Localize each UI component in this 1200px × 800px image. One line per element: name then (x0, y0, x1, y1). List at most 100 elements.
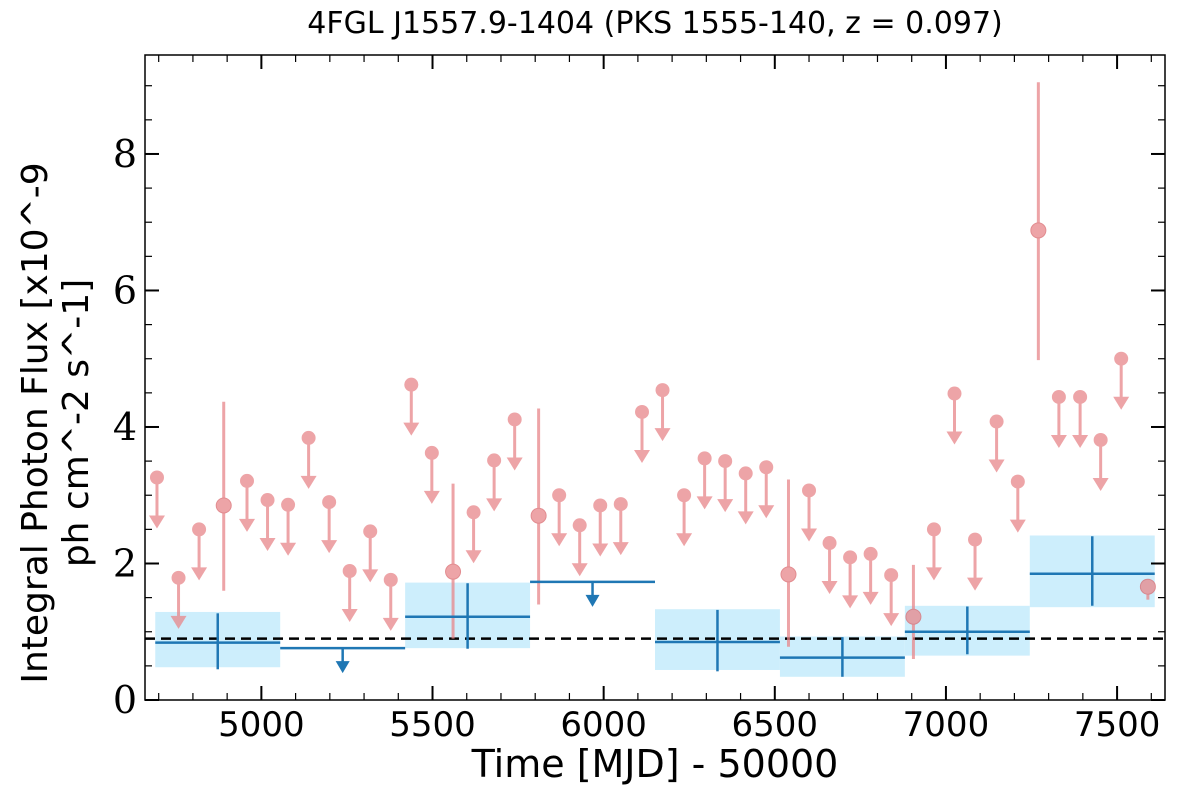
short-bin-upper-limit (862, 546, 879, 605)
y-tick-label: 8 (113, 132, 137, 176)
chart-title-text: 4FGL J1557.9-1404 (PKS 1555-140, z = 0.0… (307, 6, 1003, 41)
upper-limit-arrowhead (1072, 434, 1089, 448)
upper-limit-marker (342, 564, 357, 578)
short-bin-upper-limit (654, 383, 671, 442)
short-bin-upper-limit (341, 564, 358, 622)
upper-limit-marker (281, 497, 296, 512)
upper-limit-arrowhead (148, 515, 165, 529)
detection-marker (530, 507, 547, 524)
x-tick-label: 6000 (560, 705, 647, 745)
short-bin-upper-limit (988, 414, 1005, 473)
plot-frame (144, 54, 1166, 701)
short-bin-upper-limit (506, 412, 523, 471)
short-bin-upper-limit (842, 550, 859, 609)
short-bin-upper-limit (300, 430, 317, 489)
short-bin-detection (530, 408, 547, 605)
upper-limit-arrowhead (191, 567, 208, 581)
short-bin-upper-limit (737, 466, 754, 525)
upper-limit-arrowhead (423, 490, 440, 504)
detection-marker (445, 563, 462, 580)
short-bin-upper-limit (280, 497, 297, 556)
short-bin-upper-limit (1009, 474, 1026, 533)
short-bin-upper-limit (551, 488, 568, 547)
long-bin-series (155, 536, 1155, 677)
upper-limit-arrowhead (321, 540, 338, 554)
upper-limit-marker (677, 488, 692, 503)
short-bin-upper-limit (1072, 389, 1089, 448)
upper-limit-marker (989, 414, 1004, 429)
upper-limit-arrowhead (925, 567, 942, 581)
long-bin-ul-arrowhead (335, 661, 350, 674)
short-bin-detection (780, 479, 797, 647)
upper-limit-marker (1010, 474, 1025, 489)
short-bin-upper-limit (170, 570, 187, 629)
short-bin-series (148, 82, 1156, 660)
short-bin-upper-limit (1092, 432, 1109, 491)
upper-limit-arrowhead (341, 609, 358, 622)
upper-limit-arrowhead (801, 528, 818, 542)
long-bin-upper-limit (530, 580, 655, 607)
x-tick-label: 5500 (389, 705, 476, 745)
upper-limit-marker (487, 453, 502, 468)
upper-limit-marker (738, 466, 753, 481)
upper-limit-arrowhead (1009, 519, 1026, 533)
upper-limit-marker (260, 493, 275, 508)
upper-limit-marker (822, 536, 837, 551)
short-bin-upper-limit (925, 522, 942, 581)
y-tick-label: 0 (113, 678, 137, 722)
upper-limit-arrowhead (170, 615, 187, 629)
upper-limit-marker (507, 412, 522, 427)
upper-limit-marker (884, 568, 899, 583)
y-tick-label: 2 (113, 541, 137, 585)
upper-limit-marker (843, 550, 858, 565)
long-bin-upper-limit (280, 646, 406, 674)
upper-limit-arrowhead (592, 543, 609, 557)
upper-limit-arrowhead (259, 538, 276, 552)
upper-limit-marker (301, 430, 316, 445)
upper-limit-marker (240, 473, 254, 488)
upper-limit-arrowhead (300, 475, 317, 489)
short-bin-upper-limit (592, 498, 609, 557)
upper-limit-arrowhead (821, 581, 838, 595)
short-bin-upper-limit (382, 572, 399, 631)
short-bin-upper-limit (821, 536, 838, 595)
long-bin-ul-arrowhead (585, 594, 600, 607)
short-bin-upper-limit (191, 522, 208, 581)
upper-limit-arrowhead (362, 569, 379, 583)
upper-limit-marker (759, 460, 774, 475)
upper-limit-marker (1051, 389, 1066, 404)
upper-limit-marker (926, 522, 941, 537)
upper-limit-arrowhead (403, 422, 420, 436)
upper-limit-arrowhead (280, 542, 297, 556)
short-bin-detection (1139, 578, 1156, 600)
upper-limit-marker (363, 524, 378, 539)
short-bin-upper-limit (1050, 389, 1067, 448)
long-bin-detection (405, 583, 531, 649)
long-bin-detection (1029, 536, 1155, 606)
upper-limit-arrowhead (506, 457, 523, 471)
y-tick-label: 4 (113, 405, 137, 449)
upper-limit-marker (947, 386, 962, 401)
long-bin-detection (904, 606, 1030, 655)
long-bin-detection (779, 637, 905, 677)
short-bin-upper-limit (465, 505, 482, 564)
upper-limit-arrowhead (1050, 434, 1067, 448)
x-axis-label: Time [MJD] - 50000 (471, 742, 839, 786)
short-bin-detection (215, 401, 232, 591)
short-bin-upper-limit (696, 451, 713, 510)
upper-limit-marker (192, 522, 207, 537)
upper-limit-arrowhead (633, 449, 650, 463)
upper-limit-marker (572, 518, 587, 533)
short-bin-upper-limit (403, 377, 420, 436)
upper-limit-arrowhead (486, 498, 503, 512)
x-tick-label: 7500 (1074, 705, 1161, 745)
upper-limit-marker (863, 546, 878, 561)
upper-limit-arrowhead (717, 499, 734, 513)
upper-limit-arrowhead (862, 591, 879, 605)
short-bin-upper-limit (362, 524, 379, 583)
upper-limit-arrowhead (654, 428, 671, 442)
detection-marker (780, 566, 797, 583)
long-bin-bands (155, 535, 1155, 677)
upper-limit-marker (1073, 389, 1088, 404)
